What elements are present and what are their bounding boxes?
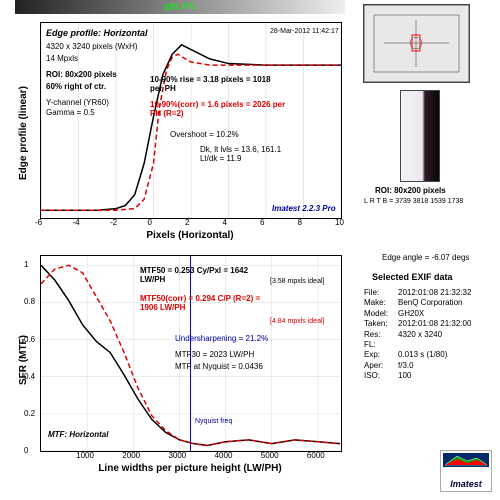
page: gjfbl.JPG Edge profile (linear) Pixels (… [0,0,500,500]
mtf50c-ideal: [4.84 mpxls ideal] [270,318,324,326]
exif-row: ISO:100 [364,371,471,381]
bot-xlabel: Line widths per picture height (LW/PH) [40,463,340,474]
rise-black: 10-90% rise = 3.18 pixels = 1018 per PH [150,75,280,93]
mtf50c: MTF50(corr) = 0.294 C/P (R=2) = 1906 LW/… [140,294,280,312]
exif-title: Selected EXIF data [372,272,453,282]
test-chart-thumb [363,4,470,83]
exif-row: Res:4320 x 3240 [364,330,471,340]
edge-profile-chart [40,22,342,219]
nyq-label: Nyquist freq [195,418,232,426]
edge-dims: 4320 x 3240 pixels (WxH) [46,42,138,51]
exif-row: File:2012:01:08 21:32:32 [364,288,471,298]
roi-thumb [400,90,440,182]
exif-row: Exp:0.013 s (1/80) [364,350,471,360]
edge-svg [41,23,341,218]
exif-row: Model:GH20X [364,309,471,319]
mtf-subtitle: MTF: Horizontal [48,430,108,439]
mtf-nyq: MTF at Nyquist = 0.0436 [175,362,263,371]
exif-row: Make:BenQ Corporation [364,298,471,308]
top-ylabel: Edge profile (linear) [18,86,29,180]
dklt: Dk, lt lvls = 13.6, 161.1 Lt/dk = 11.9 [200,145,281,163]
exif-row: FL: [364,340,471,350]
file-title: gjfbl.JPG [164,2,196,11]
mtf50: MTF50 = 0.253 Cy/Pxl = 1642 LW/PH [140,266,270,284]
usharp: Undersharpening = 21.2% [175,334,268,343]
top-xlabel: Pixels (Horizontal) [40,230,340,241]
exif-row: Aper:f/3.0 [364,361,471,371]
timestamp: 28-Mar-2012 11:42:17 [270,28,339,36]
edge-pos: 60% right of ctr. [46,82,106,91]
edge-mpx: 14 Mpxls [46,54,78,63]
edge-angle: Edge angle = -6.07 degs [382,253,469,262]
roi-sub: L R T B = 3739 3818 1539 1738 [364,198,463,206]
edge-roi: ROI: 80x200 pixels [46,70,117,79]
mtf30: MTF30 = 2023 LW/PH [175,350,254,359]
title-bar: gjfbl.JPG [15,0,345,14]
imatest-logo: Imatest [440,450,492,492]
roi-caption: ROI: 80x200 pixels [375,186,446,195]
mtf50-ideal: [3.58 mpxls ideal] [270,278,324,286]
edge-gamma: Gamma = 0.5 [46,108,95,117]
edge-ych: Y-channel (YR60) [46,98,109,107]
version: Imatest 2.2.3 Pro [272,204,336,213]
edge-title: Edge profile: Horizontal [46,28,148,38]
exif-rows: File:2012:01:08 21:32:32Make:BenQ Corpor… [364,288,471,382]
exif-row: Taken:2012:01:08 21:32:00 [364,319,471,329]
overshoot: Overshoot = 10.2% [170,130,239,139]
rise-red: 10-90%(corr) = 1.6 pixels = 2026 per PH … [150,100,290,118]
